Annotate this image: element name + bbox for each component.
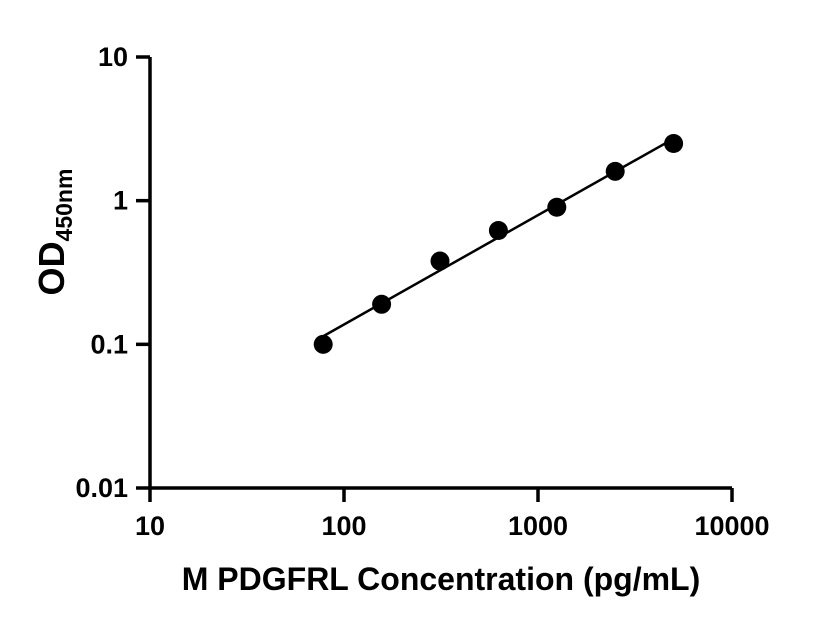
data-point	[605, 161, 625, 181]
data-point	[313, 334, 333, 354]
data-point	[372, 294, 392, 314]
y-tick-label: 0.1	[90, 329, 128, 359]
x-tick-label: 10000	[694, 511, 769, 541]
y-axis-title: OD450nm	[31, 169, 77, 296]
axes-layer: 10 100 1000 10000 0.01 0.1 1 10	[75, 42, 769, 541]
y-tick-label: 0.01	[75, 473, 128, 503]
x-tick-label: 10	[135, 511, 165, 541]
data-point	[488, 220, 508, 240]
x-tick-label: 1000	[508, 511, 568, 541]
data-point	[430, 251, 450, 271]
x-tick-label: 100	[321, 511, 366, 541]
y-tick-label: 10	[98, 42, 128, 72]
y-axis-title-main: OD	[31, 241, 72, 295]
x-axis-title: M PDGFRL Concentration (pg/mL)	[182, 561, 700, 597]
y-tick-label: 1	[113, 186, 128, 216]
series-layer	[313, 133, 684, 354]
data-point	[664, 133, 684, 153]
y-axis-title-subscript: 450nm	[51, 169, 77, 242]
data-point	[547, 197, 567, 217]
